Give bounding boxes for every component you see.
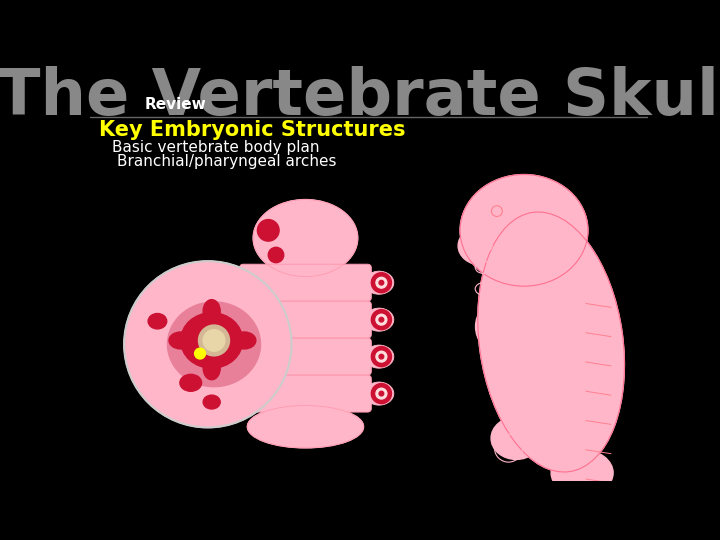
Ellipse shape: [180, 374, 202, 392]
Circle shape: [379, 280, 384, 285]
Circle shape: [379, 392, 384, 396]
Ellipse shape: [491, 417, 541, 460]
Circle shape: [194, 348, 205, 359]
Circle shape: [124, 261, 292, 428]
Ellipse shape: [460, 174, 588, 286]
Circle shape: [230, 278, 239, 287]
Circle shape: [199, 325, 230, 356]
Circle shape: [230, 315, 239, 325]
Text: Key Embryonic Structures: Key Embryonic Structures: [99, 120, 406, 140]
Ellipse shape: [168, 302, 261, 387]
FancyBboxPatch shape: [240, 338, 372, 375]
FancyBboxPatch shape: [240, 264, 372, 301]
Ellipse shape: [364, 345, 394, 368]
Ellipse shape: [476, 301, 518, 352]
Text: Branchial/pharyngeal arches: Branchial/pharyngeal arches: [117, 154, 337, 170]
Circle shape: [376, 278, 387, 288]
Ellipse shape: [203, 300, 220, 323]
Circle shape: [372, 347, 392, 367]
Circle shape: [372, 383, 392, 403]
FancyBboxPatch shape: [240, 301, 372, 338]
Circle shape: [233, 318, 236, 322]
Ellipse shape: [551, 450, 613, 496]
Ellipse shape: [233, 332, 256, 349]
Ellipse shape: [203, 356, 220, 380]
Ellipse shape: [478, 212, 624, 472]
Text: The Vertebrate Skull: The Vertebrate Skull: [0, 66, 720, 128]
Ellipse shape: [148, 314, 167, 329]
Ellipse shape: [224, 273, 248, 292]
Circle shape: [233, 281, 236, 285]
Circle shape: [258, 220, 279, 241]
Circle shape: [203, 330, 225, 351]
Circle shape: [225, 311, 243, 328]
Circle shape: [376, 314, 387, 325]
Circle shape: [379, 318, 384, 322]
Ellipse shape: [364, 271, 394, 294]
Ellipse shape: [169, 332, 192, 349]
Ellipse shape: [181, 313, 243, 368]
Circle shape: [376, 351, 387, 362]
Circle shape: [269, 247, 284, 262]
Circle shape: [225, 274, 243, 291]
Circle shape: [376, 388, 387, 399]
Text: Review: Review: [145, 97, 206, 112]
Circle shape: [372, 309, 392, 330]
Ellipse shape: [458, 226, 505, 265]
Circle shape: [379, 354, 384, 359]
Ellipse shape: [203, 395, 220, 409]
Text: Basic vertebrate body plan: Basic vertebrate body plan: [112, 140, 319, 156]
Circle shape: [372, 273, 392, 293]
Ellipse shape: [364, 382, 394, 405]
FancyBboxPatch shape: [240, 375, 372, 412]
Ellipse shape: [364, 308, 394, 331]
Ellipse shape: [224, 310, 248, 329]
Ellipse shape: [253, 200, 358, 276]
Ellipse shape: [248, 406, 364, 448]
